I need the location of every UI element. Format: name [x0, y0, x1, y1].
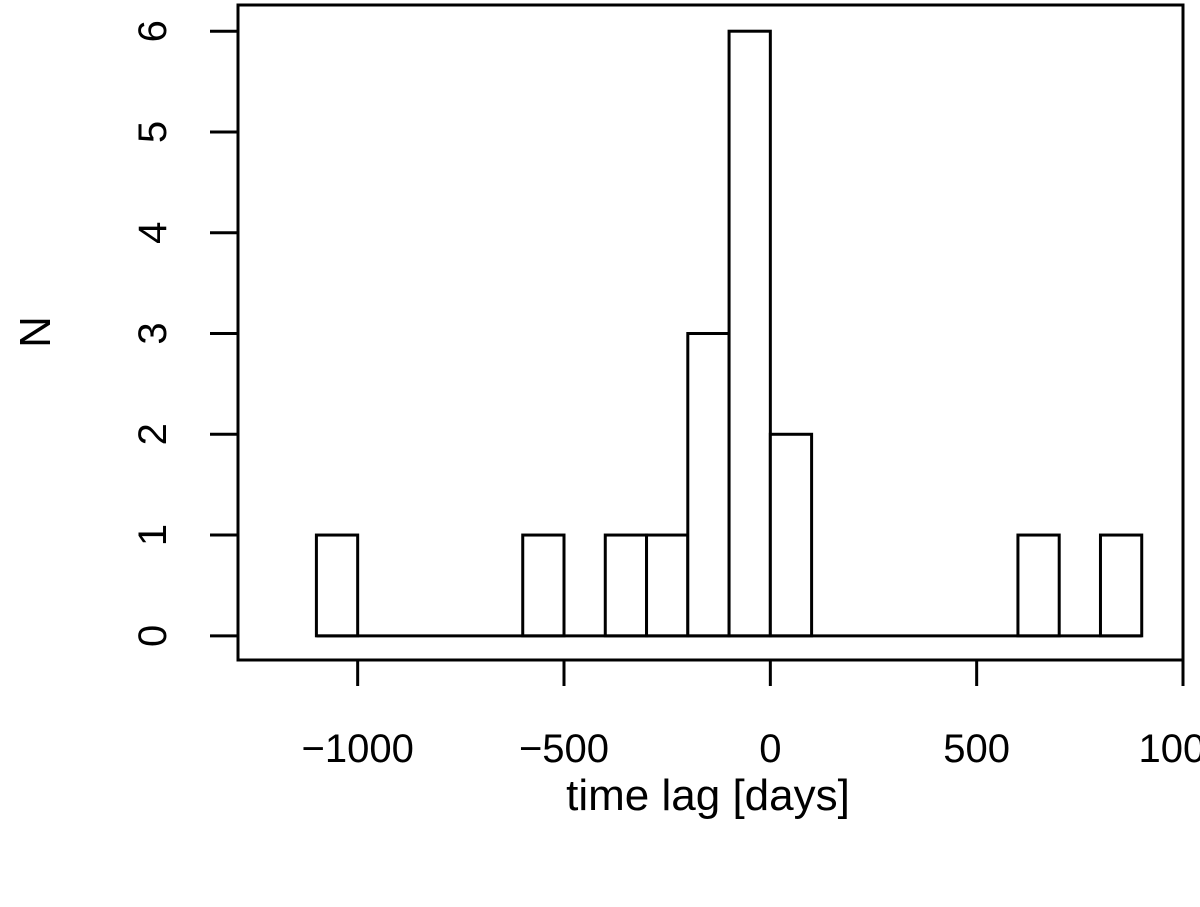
y-tick-label: 0 — [131, 625, 175, 647]
y-tick-label: 3 — [131, 322, 175, 344]
histogram-bar — [1098, 533, 1144, 638]
histogram-bar — [314, 533, 360, 638]
histogram-bar — [645, 533, 690, 638]
y-tick-label: 6 — [131, 20, 175, 42]
x-tick-label: −500 — [519, 727, 609, 771]
y-tick-label: 2 — [131, 423, 175, 445]
histogram-bar — [521, 533, 566, 638]
x-axis-title: time lag [days] — [566, 771, 850, 820]
y-axis: 0 1 2 3 4 5 6 — [131, 20, 240, 647]
y-tick-label: 4 — [131, 222, 175, 244]
y-tick-label: 5 — [131, 121, 175, 143]
x-tick-label: 0 — [759, 727, 781, 771]
histogram-bar — [603, 533, 649, 638]
y-axis-title: N — [11, 316, 60, 348]
histogram-bar — [686, 332, 731, 638]
histogram-bar — [768, 432, 814, 638]
x-tick-label: 1000 — [1139, 727, 1200, 771]
histogram-bar — [727, 29, 772, 638]
x-tick-label: 500 — [943, 727, 1010, 771]
x-axis: −1000 −500 0 500 1000 — [302, 658, 1200, 771]
y-tick-label: 1 — [131, 524, 175, 546]
histogram-bars — [314, 29, 1144, 638]
x-tick-label: −1000 — [302, 727, 414, 771]
histogram-bar — [1016, 533, 1061, 638]
